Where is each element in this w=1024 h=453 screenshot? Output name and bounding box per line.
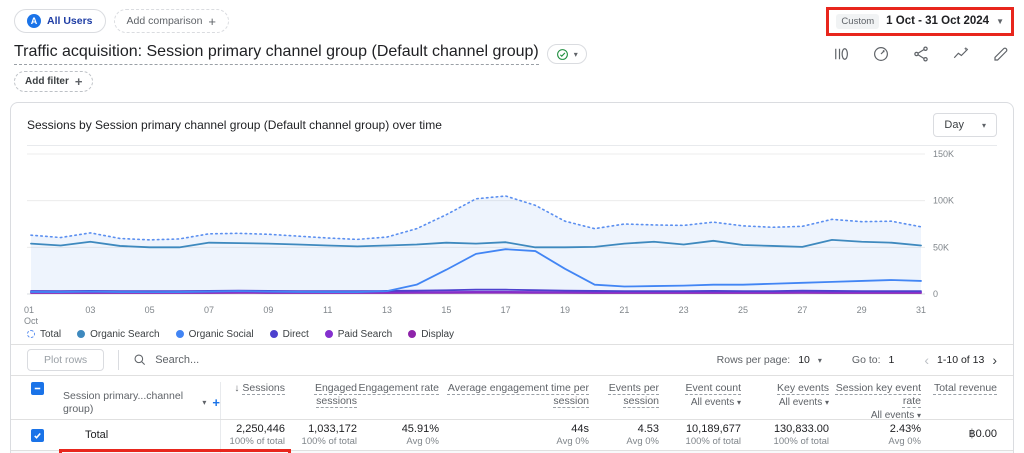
plus-icon: + xyxy=(208,15,216,28)
display-dot-icon xyxy=(408,330,416,338)
go-to-label: Go to: xyxy=(852,354,881,366)
svg-text:0: 0 xyxy=(933,289,938,299)
report-title-row: Traffic acquisition: Session primary cha… xyxy=(0,39,1024,65)
date-range-picker[interactable]: Custom 1 Oct - 31 Oct 2024 ▼ xyxy=(830,11,1010,32)
check-icon xyxy=(32,430,43,441)
total-row-cell: 1,033,172100% of total xyxy=(285,423,357,448)
search-input[interactable] xyxy=(155,354,355,366)
sessions-chart: 0 50K 100K 150K 01Oct0305070911131517192123… xyxy=(27,146,997,344)
legend-item-organic-search[interactable]: Organic Search xyxy=(77,329,159,340)
legend-item-display[interactable]: Display xyxy=(408,329,454,340)
chevron-down-icon[interactable]: ▾ xyxy=(202,398,206,408)
event-count-filter[interactable]: All events ▾ xyxy=(659,397,741,410)
total-row-cell: 10,189,677100% of total xyxy=(659,423,741,448)
page-title[interactable]: Traffic acquisition: Session primary cha… xyxy=(14,43,539,65)
svg-text:50K: 50K xyxy=(933,242,949,252)
add-dimension-icon[interactable]: + xyxy=(212,395,220,411)
audience-bar: A All Users Add comparison + Custom 1 Oc… xyxy=(0,0,1024,39)
column-header-key-events[interactable]: Key events All events ▾ xyxy=(741,382,829,410)
add-comparison-label: Add comparison xyxy=(127,15,203,27)
previous-page-icon[interactable]: ‹ xyxy=(924,352,929,368)
chart-header: Sessions by Session primary channel grou… xyxy=(11,103,1013,143)
total-row-label-cell: Total xyxy=(63,420,221,450)
column-header-events-per-session[interactable]: Events per session xyxy=(589,382,659,408)
filter-bar: Add filter + xyxy=(0,65,1024,100)
pagination-range: 1-10 of 13 xyxy=(937,354,984,366)
total-row-cell: 45.91%Avg 0% xyxy=(357,423,439,448)
column-header-total-revenue[interactable]: Total revenue xyxy=(921,382,997,395)
check-circle-icon xyxy=(556,48,569,61)
table-header-row: Session primary...channel group) ▾ + ↓Se… xyxy=(11,375,1013,419)
svg-text:150K: 150K xyxy=(933,149,954,159)
chart-title: Sessions by Session primary channel grou… xyxy=(27,118,442,132)
granularity-value: Day xyxy=(944,119,964,131)
report-status-pill[interactable]: ▾ xyxy=(547,44,587,64)
total-row-cell: 2,250,446100% of total xyxy=(221,423,285,448)
all-users-segment[interactable]: A All Users xyxy=(14,9,106,33)
search-icon xyxy=(133,353,147,367)
add-filter-label: Add filter xyxy=(25,76,69,87)
organic-social-dot-icon xyxy=(176,330,184,338)
paid-search-dot-icon xyxy=(325,330,333,338)
select-all-checkbox[interactable] xyxy=(31,382,44,395)
total-row-cell: ฿0.00 xyxy=(921,428,997,441)
divider xyxy=(118,350,119,370)
total-row-cell: 4.53Avg 0% xyxy=(589,423,659,448)
total-row-cell: 44sAvg 0% xyxy=(439,423,589,448)
total-dot-icon xyxy=(27,330,35,338)
edit-icon[interactable] xyxy=(992,45,1010,63)
avatar: A xyxy=(27,14,41,28)
organic-search-dot-icon xyxy=(77,330,85,338)
all-users-label: All Users xyxy=(47,15,93,27)
column-header-engaged-sessions[interactable]: Engaged sessions xyxy=(285,382,357,408)
dimension-column-header[interactable]: Session primary...channel group) ▾ + xyxy=(63,382,221,423)
total-row-checkbox[interactable] xyxy=(31,429,44,442)
granularity-select[interactable]: Day ▾ xyxy=(933,113,997,137)
sort-descending-icon: ↓ xyxy=(234,383,239,394)
column-header-avg-engagement-time[interactable]: Average engagement time per session xyxy=(439,382,589,408)
report-card: Sessions by Session primary channel grou… xyxy=(10,102,1014,453)
rows-per-page-value[interactable]: 10 xyxy=(798,354,810,366)
insights-icon[interactable] xyxy=(952,45,970,63)
plus-icon: + xyxy=(75,75,83,88)
indeterminate-icon xyxy=(32,383,43,394)
legend-item-total[interactable]: Total xyxy=(27,329,61,340)
chevron-down-icon[interactable]: ▾ xyxy=(818,356,822,365)
total-row-cell: 130,833.00100% of total xyxy=(741,423,829,448)
total-row-cell: 2.43%Avg 0% xyxy=(829,423,921,448)
legend-item-direct[interactable]: Direct xyxy=(270,329,309,340)
chart-legend: Total Organic Search Organic Social Dire… xyxy=(27,324,997,344)
plot-rows-button[interactable]: Plot rows xyxy=(27,349,104,371)
sessions-line-chart[interactable]: 0 50K 100K 150K xyxy=(27,146,965,304)
chevron-down-icon: ▾ xyxy=(982,121,986,130)
legend-item-paid-search[interactable]: Paid Search xyxy=(325,329,392,340)
table-toolbar: Plot rows Rows per page: 10 ▾ Go to: 1 ‹… xyxy=(11,344,1013,375)
chevron-down-icon: ▾ xyxy=(574,50,578,59)
column-header-engagement-rate[interactable]: Engagement rate xyxy=(357,382,439,395)
key-events-filter[interactable]: All events ▾ xyxy=(741,397,829,410)
rows-per-page-label: Rows per page: xyxy=(717,354,791,366)
chevron-down-icon: ▼ xyxy=(996,17,1004,26)
share-icon[interactable] xyxy=(912,45,930,63)
data-quality-icon[interactable] xyxy=(872,45,890,63)
comparisons-icon[interactable] xyxy=(832,45,850,63)
legend-item-organic-social[interactable]: Organic Social xyxy=(176,329,254,340)
search-box xyxy=(133,353,355,367)
column-header-sessions[interactable]: ↓Sessions xyxy=(221,382,285,396)
x-axis-labels: 01Oct030507091113151719212325272931 xyxy=(27,304,997,324)
date-mode-badge: Custom xyxy=(836,14,879,29)
next-page-icon[interactable]: › xyxy=(992,352,997,368)
pagination-controls: Rows per page: 10 ▾ Go to: 1 ‹ 1-10 of 1… xyxy=(717,352,997,368)
add-filter-button[interactable]: Add filter + xyxy=(14,71,93,92)
direct-dot-icon xyxy=(270,330,278,338)
date-range-value: 1 Oct - 31 Oct 2024 xyxy=(886,15,989,27)
svg-text:100K: 100K xyxy=(933,196,954,206)
go-to-input[interactable]: 1 xyxy=(889,354,895,366)
table-total-row: Total 2,250,446100% of total 1,033,17210… xyxy=(11,419,1013,450)
add-comparison-button[interactable]: Add comparison + xyxy=(114,9,229,33)
column-header-session-key-event-rate[interactable]: Session key event rate All events ▾ xyxy=(829,382,921,423)
column-header-event-count[interactable]: Event count All events ▾ xyxy=(659,382,741,410)
